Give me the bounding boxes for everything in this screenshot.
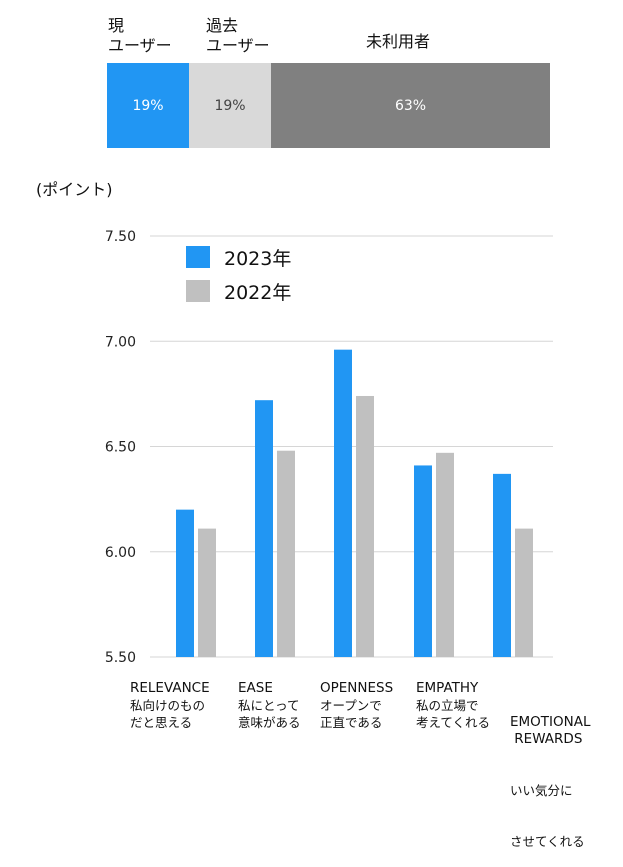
bar-2022-1 <box>277 450 295 657</box>
legend-swatch-2022 <box>186 280 210 302</box>
bar-2023-0 <box>176 509 194 657</box>
segment-past-users: 19% <box>189 63 271 148</box>
segment-label-past-line1: 過去 <box>206 16 239 35</box>
category-desc2-ease: 意味がある <box>238 715 301 730</box>
y-tick-label: 7.00 <box>105 334 136 350</box>
segment-non-users-value: 63% <box>394 97 427 114</box>
legend-item-2022: 2022年 <box>186 278 291 304</box>
category-label-relevance: RELEVANCE 私向けのもの だと思える <box>130 680 210 731</box>
segment-label-current: 現 ユーザー <box>108 16 172 56</box>
segment-past-users-value: 19% <box>214 97 246 114</box>
category-label-ease: EASE 私にとって 意味がある <box>238 680 301 731</box>
bar-2022-0 <box>198 528 216 657</box>
bar-2023-4 <box>493 473 511 657</box>
score-bar-chart: 5.50 6.00 6.50 7.00 7.50 <box>105 229 553 666</box>
y-tick-label: 6.00 <box>105 545 136 561</box>
bar-2023-1 <box>255 400 273 657</box>
legend-swatch-2023 <box>186 246 210 268</box>
bar-2023-3 <box>414 465 432 657</box>
chart-legend: 2023年 2022年 <box>186 244 291 304</box>
legend-label-2022: 2022年 <box>224 281 292 304</box>
category-desc1-empathy: 私の立場で <box>416 698 479 713</box>
y-tick-label: 5.50 <box>105 650 136 666</box>
segment-label-current-line2: ユーザー <box>108 36 172 55</box>
category-desc1-openness: オープンで <box>320 698 382 713</box>
category-label-empathy: EMPATHY 私の立場で 考えてくれる <box>416 680 490 731</box>
bar-2022-2 <box>356 395 374 657</box>
segment-label-nonuser: 未利用者 <box>366 32 430 52</box>
segment-label-nonuser-line1: 未利用者 <box>366 32 431 51</box>
segment-label-current-line1: 現 <box>108 16 125 35</box>
category-name-emotional-rewards: EMOTIONAL REWARDS <box>510 714 591 747</box>
category-desc1-relevance: 私向けのもの <box>130 698 206 713</box>
category-desc2-empathy: 考えてくれる <box>416 715 491 730</box>
segment-label-past: 過去 ユーザー <box>206 16 270 56</box>
category-desc2-emotional-rewards: させてくれる <box>510 834 585 849</box>
segment-non-users: 63% <box>271 63 550 148</box>
segment-label-past-line2: ユーザー <box>206 36 270 55</box>
y-tick-label: 6.50 <box>105 440 136 456</box>
bar-2022-4 <box>515 528 533 657</box>
category-label-openness: OPENNESS オープンで 正直である <box>320 680 393 731</box>
category-name-empathy: EMPATHY <box>416 680 479 696</box>
bar-2023-2 <box>334 349 352 657</box>
legend-item-2023: 2023年 <box>186 244 291 270</box>
category-desc2-relevance: だと思える <box>130 715 193 730</box>
bar-2022-3 <box>436 452 454 657</box>
category-desc2-openness: 正直である <box>320 715 383 730</box>
category-desc1-emotional-rewards: いい気分に <box>510 783 573 798</box>
segment-current-users-value: 19% <box>132 97 164 114</box>
category-name-ease: EASE <box>238 680 273 696</box>
category-name-openness: OPENNESS <box>320 680 394 696</box>
category-name-relevance: RELEVANCE <box>130 680 210 696</box>
category-desc1-ease: 私にとって <box>238 698 300 713</box>
y-axis-unit-label: (ポイント) <box>36 180 113 199</box>
legend-label-2023: 2023年 <box>224 247 292 270</box>
y-tick-label: 7.50 <box>105 229 136 245</box>
category-label-emotional-rewards: EMOTIONAL REWARDS いい気分に させてくれる <box>510 680 591 867</box>
segment-current-users: 19% <box>107 63 189 148</box>
